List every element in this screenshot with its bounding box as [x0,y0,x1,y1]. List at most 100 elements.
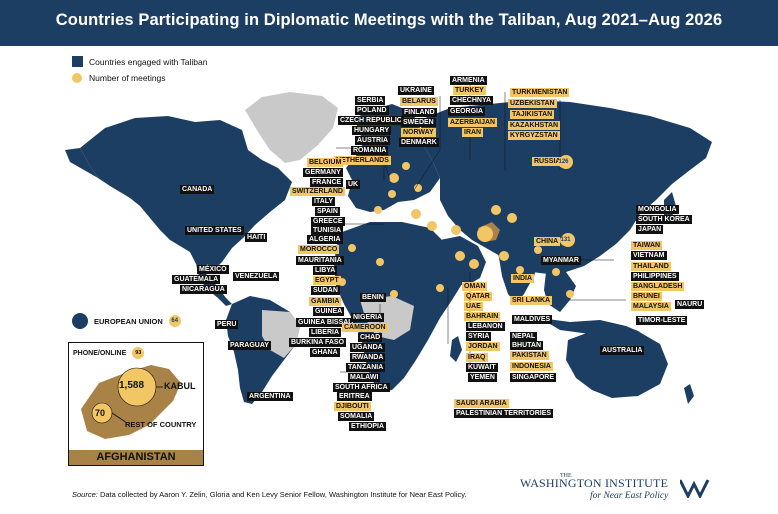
country-label: SOMALIA [338,412,375,421]
country-label: TURKMENISTAN [510,88,570,97]
meeting-dot [507,213,517,223]
country-label: UGANDA [350,343,385,352]
afg-phone: PHONE/ONLINE 93 [73,347,145,359]
country-label: FINLAND [402,108,437,117]
country-label: ETHIOPIA [349,422,387,431]
meeting-dot [455,251,465,261]
greenland-shape [245,92,338,163]
country-label: FRANCE [310,178,344,187]
country-label: SOUTH KOREA [636,215,692,224]
country-label: SINGAPORE [510,373,557,382]
country-label: UK [346,180,361,189]
country-label: IRAQ [466,353,488,362]
country-label: BAHRAIN [464,312,501,321]
country-label: UAE [464,302,483,311]
country-label: SERBIA [355,96,386,105]
country-label: KYRGYZSTAN [508,131,560,140]
country-label: GUINEA BISSAU [296,318,356,327]
logo-line2: for Near East Policy [590,491,669,501]
title-bar: Countries Participating in Diplomatic Me… [0,0,778,46]
country-label: BRUNEI [631,292,662,301]
country-label: TIMOR-LESTE [636,316,688,325]
meeting-dot [491,205,501,215]
country-label: MALAWI [348,373,381,382]
country-label: INDONESIA [510,362,553,371]
meeting-dot [389,173,399,183]
country-label: CHINA [534,237,561,246]
country-label: ROMANIA [351,146,389,155]
country-label: THAILAND [631,262,671,271]
legend-engaged: Countries engaged with Taliban [72,56,207,67]
country-label: ARGENTINA [247,392,293,401]
country-label: TURKEY [453,86,486,95]
country-label: VENEZUELA [233,272,280,281]
logo-the: THE [560,473,572,479]
country-label: SAUDI ARABIA [454,399,509,408]
country-label: DJIBOUTI [334,402,371,411]
legend-dot-meetings [72,73,82,83]
country-label: MÉXICO [197,265,229,274]
country-label: QATAR [464,292,492,301]
institute-logo: THE WASHINGTON INSTITUTE for Near East P… [520,473,720,510]
country-label: INDIA [511,274,535,283]
country-label: LIBYA [313,266,338,275]
country-label: CHAD [358,333,383,342]
country-label: SUDAN [311,286,340,295]
country-label: CAMEROON [342,323,388,332]
meeting-dot [499,251,509,261]
country-label: GUINEA [313,307,345,316]
afghanistan-inset: PHONE/ONLINE 93 1,588 KABUL 70 REST OF C… [68,342,204,466]
logo-mark-icon [680,479,710,498]
afghanistan-map [81,365,181,439]
country-label: YEMEN [468,373,497,382]
country-label: PAKISTAN [510,351,549,360]
country-label: ITALY [312,197,336,206]
page-title: Countries Participating in Diplomatic Me… [55,11,723,29]
country-label: HAITI [245,233,268,242]
afg-kabul-count: 1,588 [119,380,145,391]
country-label: TAIWAN [631,241,663,250]
meeting-dot [477,226,493,242]
country-label: VIETNAM [631,251,667,260]
eu-label: EUROPEAN UNION [94,316,163,326]
new-zealand-shape [684,384,694,404]
country-label: POLAND [355,106,389,115]
country-label: MALDIVES [512,315,553,324]
afg-phone-count: 93 [132,347,145,359]
legend-label-engaged: Countries engaged with Taliban [89,56,208,67]
country-label: NORWAY [401,128,436,137]
meeting-dot [427,221,437,231]
country-label: SRI LANKA [510,296,553,305]
afg-rest-label: REST OF COUNTRY [125,420,197,429]
afg-phone-label: PHONE/ONLINE [73,349,127,357]
country-label: CANADA [180,185,215,194]
country-label: RWANDA [350,353,386,362]
country-label: PHILIPPINES [631,272,679,281]
country-label: JAPAN [636,225,664,234]
country-label: LEBANON [466,322,505,331]
country-label: JORDAN [466,342,500,351]
meeting-dot [414,184,422,192]
afg-rest-count: 70 [95,408,106,418]
country-label: AUSTRALIA [600,346,645,355]
country-label: SOUTH AFRICA [333,383,390,392]
country-label: SPAIN [315,207,340,216]
country-label: BELARUS [400,97,438,106]
country-label: PALESTINIAN TERRITORIES [454,409,554,418]
country-label: SYRIA [466,332,492,341]
country-label: IRAN [462,128,484,137]
meeting-dot [469,259,479,269]
country-label: MALAYSIA [631,302,671,311]
country-label: TANZANIA [346,363,386,372]
meeting-dot [388,190,396,198]
source-text: Data collected by Aaron Y. Zelin, Gloria… [99,490,467,499]
afg-title: AFGHANISTAN [69,450,203,465]
country-label: BURKINA FASO [289,338,347,347]
country-label: MONGOLIA [636,205,679,214]
badge-china: 131 [560,235,571,246]
country-label: DENMARK [399,138,439,147]
country-label: MAURITANIA [296,256,344,265]
eu-count: 64 [168,315,181,327]
legend-swatch-engaged [72,56,83,67]
